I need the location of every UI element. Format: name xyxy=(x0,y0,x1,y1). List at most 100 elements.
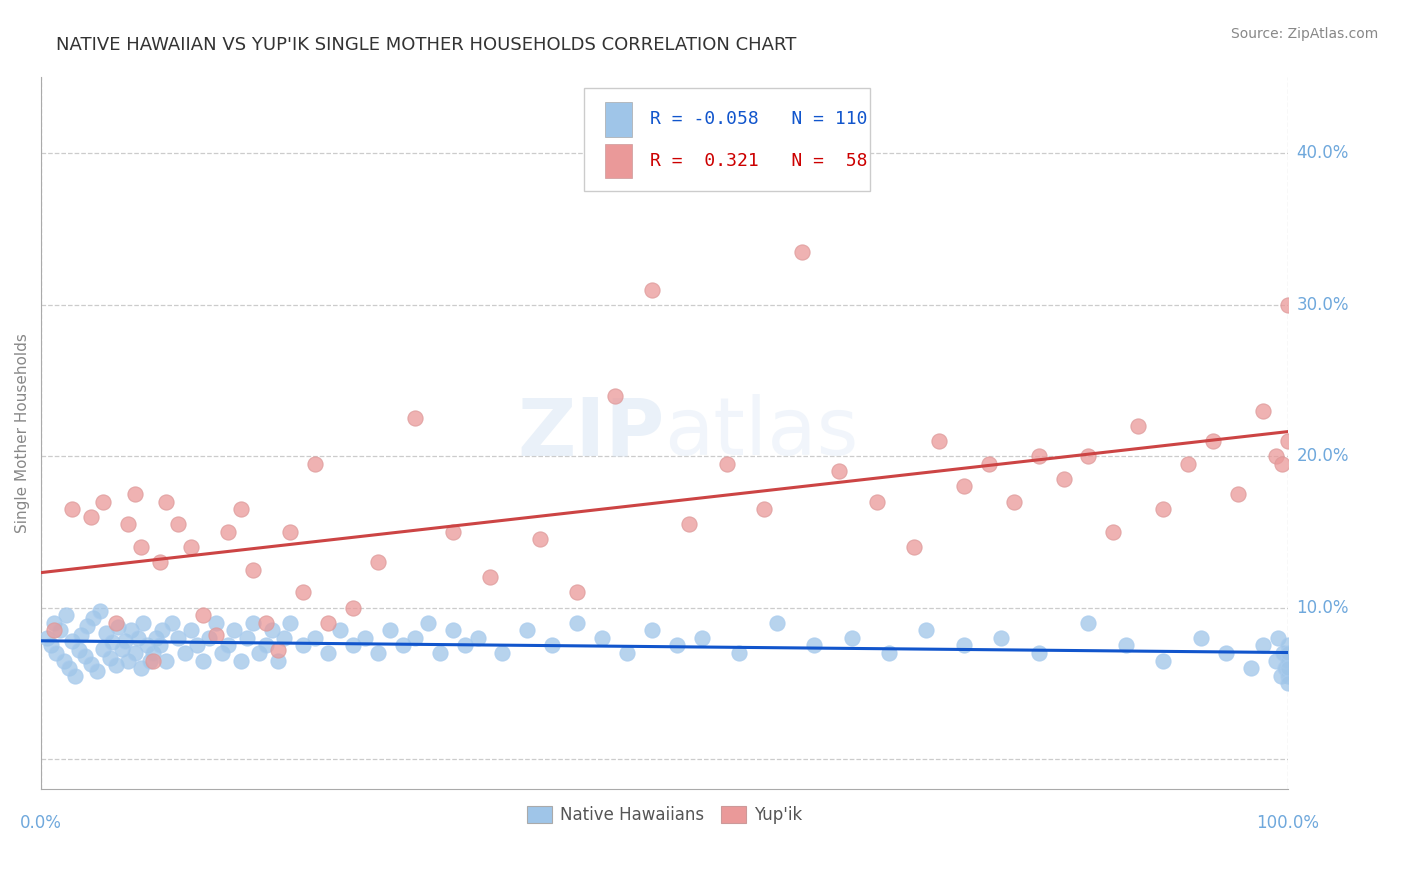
Point xyxy=(229,502,252,516)
Point xyxy=(155,654,177,668)
Point xyxy=(952,639,974,653)
Text: R =  0.321   N =  58: R = 0.321 N = 58 xyxy=(650,152,868,169)
Point xyxy=(60,634,83,648)
Point xyxy=(329,624,352,638)
Point xyxy=(186,639,208,653)
Point xyxy=(1002,494,1025,508)
Text: atlas: atlas xyxy=(665,394,859,473)
Point xyxy=(148,555,170,569)
Point xyxy=(280,524,302,539)
Point xyxy=(641,624,664,638)
Point xyxy=(1115,639,1137,653)
Point xyxy=(236,631,259,645)
Legend: Native Hawaiians, Yup'ik: Native Hawaiians, Yup'ik xyxy=(520,799,808,831)
Point xyxy=(828,464,851,478)
Point xyxy=(132,615,155,630)
Point xyxy=(60,502,83,516)
Point xyxy=(76,619,98,633)
Point xyxy=(1277,646,1299,660)
Point xyxy=(73,649,96,664)
Point xyxy=(1264,654,1286,668)
Point xyxy=(107,620,129,634)
Point xyxy=(142,654,165,668)
Point xyxy=(291,639,314,653)
Point xyxy=(567,585,589,599)
Point xyxy=(204,615,226,630)
Point xyxy=(467,631,489,645)
Point xyxy=(1077,449,1099,463)
Point xyxy=(316,646,339,660)
Point xyxy=(1264,449,1286,463)
Point xyxy=(260,624,283,638)
Point xyxy=(304,631,326,645)
Point xyxy=(39,639,62,653)
Point xyxy=(49,624,72,638)
Point xyxy=(641,283,664,297)
Point xyxy=(877,646,900,660)
Point xyxy=(193,654,215,668)
Point xyxy=(404,631,426,645)
Point xyxy=(441,524,464,539)
Point xyxy=(117,654,139,668)
Point xyxy=(728,646,751,660)
Point xyxy=(1277,654,1299,668)
Point xyxy=(167,517,190,532)
Point xyxy=(242,615,264,630)
Point xyxy=(977,457,1000,471)
Point xyxy=(198,631,221,645)
Point xyxy=(841,631,863,645)
Point xyxy=(603,388,626,402)
Point xyxy=(63,669,86,683)
Y-axis label: Single Mother Households: Single Mother Households xyxy=(15,334,30,533)
Point xyxy=(82,611,104,625)
Text: Source: ZipAtlas.com: Source: ZipAtlas.com xyxy=(1230,27,1378,41)
Point xyxy=(224,624,246,638)
Point xyxy=(273,631,295,645)
Point xyxy=(138,654,160,668)
Point xyxy=(173,646,195,660)
Point xyxy=(217,524,239,539)
Point xyxy=(211,646,233,660)
Text: ZIP: ZIP xyxy=(517,394,665,473)
Point xyxy=(1227,487,1250,501)
Point xyxy=(354,631,377,645)
Point xyxy=(1215,646,1237,660)
Point xyxy=(865,494,887,508)
Point xyxy=(93,494,115,508)
Point xyxy=(1028,646,1050,660)
Point xyxy=(111,641,134,656)
Point xyxy=(1202,434,1225,448)
Point xyxy=(193,608,215,623)
Point xyxy=(1277,661,1299,675)
Point xyxy=(1077,615,1099,630)
Point xyxy=(229,654,252,668)
Point xyxy=(1277,639,1299,653)
Point xyxy=(591,631,613,645)
Point xyxy=(291,585,314,599)
Point xyxy=(129,661,152,675)
Point xyxy=(80,509,103,524)
Point xyxy=(765,615,787,630)
Point xyxy=(93,641,115,656)
Point xyxy=(441,624,464,638)
Point xyxy=(247,646,270,660)
Point xyxy=(716,457,738,471)
Text: 10.0%: 10.0% xyxy=(1296,599,1348,616)
Point xyxy=(160,615,183,630)
Point xyxy=(94,626,117,640)
Point xyxy=(567,615,589,630)
Point xyxy=(1052,472,1074,486)
Text: 40.0%: 40.0% xyxy=(1296,145,1348,162)
Text: 0.0%: 0.0% xyxy=(20,814,62,832)
Point xyxy=(1102,524,1125,539)
Point xyxy=(254,615,277,630)
Point xyxy=(915,624,938,638)
Point xyxy=(952,479,974,493)
Point xyxy=(104,615,127,630)
Point xyxy=(1271,457,1294,471)
Point xyxy=(1239,661,1261,675)
Point xyxy=(1177,457,1199,471)
Text: 20.0%: 20.0% xyxy=(1296,447,1348,465)
Point xyxy=(145,631,167,645)
Point xyxy=(148,639,170,653)
